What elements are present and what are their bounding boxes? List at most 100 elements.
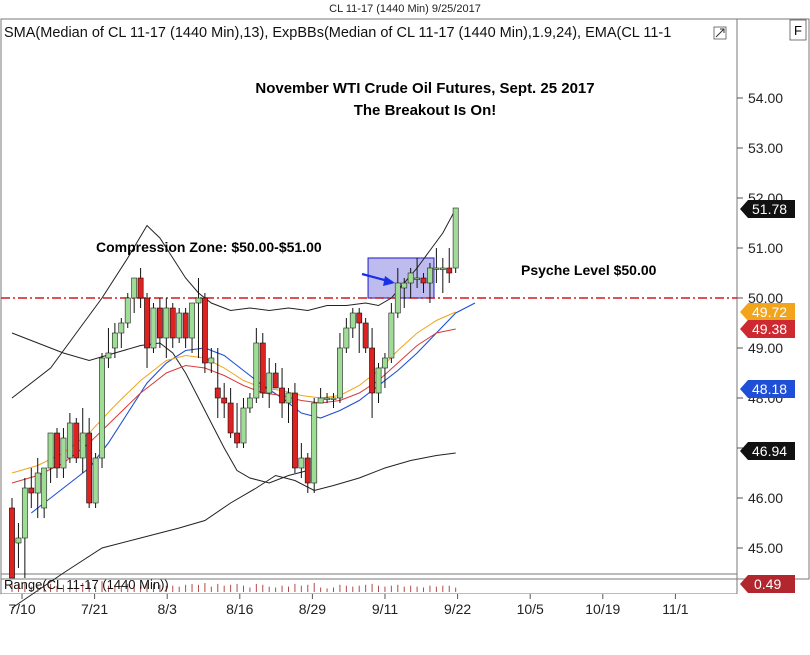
- candle: [202, 293, 208, 373]
- candle: [137, 268, 144, 308]
- candle-body: [47, 432, 54, 469]
- candle-body: [337, 347, 343, 399]
- candle-body: [195, 297, 202, 304]
- candle: [221, 383, 228, 418]
- candle: [163, 298, 170, 358]
- candle-body: [208, 357, 215, 364]
- candle: [47, 432, 54, 483]
- candle-body: [182, 312, 189, 339]
- candle: [356, 308, 363, 353]
- expand-icon[interactable]: [713, 26, 727, 40]
- candle-body: [407, 272, 414, 284]
- x-tick-label: 10/19: [585, 601, 620, 617]
- candle: [41, 467, 48, 518]
- candle-body: [427, 267, 433, 284]
- candle-body: [304, 457, 311, 484]
- y-tick-label: 45.00: [748, 540, 783, 556]
- main-pane-frame: [0, 18, 738, 580]
- candle-body: [317, 397, 324, 404]
- candle-body: [189, 302, 195, 339]
- candle-body: [60, 437, 67, 469]
- chart-title: November WTI Crude Oil Futures, Sept. 25…: [255, 80, 594, 97]
- candle-body: [41, 467, 48, 509]
- indicator-legend: SMA(Median of CL 11-17 (1440 Min),13), E…: [4, 25, 671, 41]
- candle-body: [298, 457, 305, 469]
- candle-body: [15, 537, 22, 544]
- candle-body: [362, 322, 369, 349]
- sma-line: [30, 302, 476, 514]
- candle-body: [401, 282, 408, 289]
- candle: [253, 328, 260, 403]
- x-tick-label: 8/29: [299, 601, 326, 617]
- candle: [439, 258, 446, 293]
- candle: [156, 298, 163, 348]
- bollinger-lower-band: [11, 332, 308, 484]
- price-badge: 49.38: [740, 320, 795, 338]
- candle-body: [324, 397, 330, 400]
- candle-body: [156, 307, 163, 339]
- x-tick-label: 9/11: [372, 601, 398, 617]
- candle-body: [414, 277, 420, 280]
- x-tick-label: 7/10: [8, 601, 35, 617]
- candle: [362, 318, 369, 353]
- candle-body: [227, 402, 234, 434]
- candle: [208, 348, 215, 373]
- candle: [427, 263, 433, 303]
- y-tick-label: 46.00: [748, 490, 783, 506]
- candle-body: [105, 352, 112, 359]
- candle-body: [272, 372, 279, 389]
- range-badge-shape: [740, 575, 795, 593]
- candle-body: [356, 312, 363, 324]
- candle: [79, 408, 86, 473]
- range-pane-label: Range(CL 11-17 (1440 Min)): [4, 577, 169, 592]
- price-axis: 45.0046.0047.0048.0049.0050.0051.0052.00…: [737, 90, 795, 556]
- candle: [144, 293, 150, 368]
- candle-body: [311, 402, 318, 484]
- range-pane: 0.49: [11, 575, 795, 593]
- x-tick-label: 7/21: [81, 601, 108, 617]
- candle-body: [259, 342, 266, 394]
- candle: [337, 333, 343, 403]
- candle-body: [330, 397, 337, 400]
- price-badge-shape: [740, 200, 795, 218]
- candle: [452, 207, 459, 273]
- candle-body: [394, 282, 401, 314]
- candle-body: [253, 342, 260, 399]
- candle: [279, 368, 285, 418]
- candle-body: [169, 307, 176, 339]
- y-tick-label: 49.00: [748, 340, 783, 356]
- candle-body: [144, 297, 150, 349]
- candle: [298, 443, 305, 478]
- candle-body: [234, 432, 240, 444]
- candle: [433, 248, 440, 283]
- candle-body: [66, 422, 73, 459]
- candle: [150, 303, 157, 353]
- candle: [99, 353, 105, 468]
- candle: [382, 353, 388, 388]
- chart-subtitle: The Breakout Is On!: [354, 102, 497, 119]
- candle: [317, 388, 324, 404]
- candle: [266, 358, 273, 408]
- price-badge-shape: [740, 320, 795, 338]
- candle-body: [214, 387, 221, 399]
- price-axis-background: [736, 18, 810, 580]
- candle: [169, 303, 176, 348]
- price-chart[interactable]: SMA(Median of CL 11-17 (1440 Min),13), E…: [0, 18, 810, 655]
- compression-arrow-head: [383, 276, 395, 286]
- candle-body: [369, 347, 375, 394]
- candle: [227, 388, 234, 438]
- candle: [394, 268, 401, 318]
- compression-zone-label: Compression Zone: $50.00-$51.00: [96, 239, 322, 255]
- price-badge: 46.94: [740, 442, 795, 460]
- candle: [414, 258, 420, 288]
- candle: [60, 428, 67, 478]
- candle-body: [9, 507, 15, 579]
- candle: [304, 453, 311, 493]
- price-badge-label: 49.72: [752, 304, 787, 320]
- candle: [111, 323, 118, 358]
- x-tick-label: 8/3: [157, 601, 177, 617]
- candle-layer: [9, 207, 459, 579]
- candle-body: [54, 432, 60, 469]
- corner-box[interactable]: F: [789, 19, 807, 41]
- candle-body: [266, 372, 273, 394]
